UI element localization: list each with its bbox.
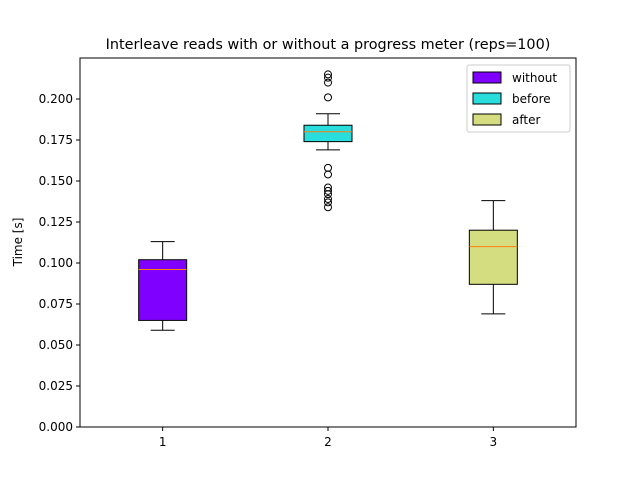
plot-area: 0.000 0.025 0.050 0.075 0.100 0.125 0.150 0.175… [39,70,518,449]
outlier-point [324,195,332,204]
legend-label: before [512,92,551,106]
box-without [138,259,188,321]
outlier-point [324,203,332,212]
y-tick-label: 0.050 [39,338,73,352]
chart-title: Interleave reads with or without a progr… [106,37,551,53]
box-after [468,229,518,285]
legend: without before after [466,64,571,133]
box-before [303,124,353,143]
outlier-point [324,170,332,179]
y-axis-label: Time [s] [11,218,25,268]
y-tick-label: 0.125 [39,215,73,229]
outlier-point [324,78,332,87]
x-tick-label: 1 [159,435,167,449]
y-tick-label: 0.175 [39,133,73,147]
outlier-point [324,190,332,199]
y-tick-label: 0.150 [39,174,73,188]
y-tick-label: 0.000 [39,420,73,434]
legend-label: after [512,113,540,127]
legend-swatch-without [472,71,502,84]
legend-label: without [512,71,557,85]
outlier-point [324,198,332,207]
outlier-point [324,70,332,79]
outlier-point [324,93,332,102]
axes-frame [79,57,577,428]
outlier-point [324,186,332,195]
outlier-point [324,163,332,172]
y-tick-label: 0.100 [39,256,73,270]
legend-swatch-after [472,113,502,126]
y-tick-label: 0.025 [39,379,73,393]
y-tick-label: 0.200 [39,92,73,106]
x-tick-label: 2 [324,435,332,449]
outlier-point [324,73,332,82]
legend-swatch-before [472,92,502,105]
x-tick-label: 3 [490,435,498,449]
y-tick-label: 0.075 [39,297,73,311]
